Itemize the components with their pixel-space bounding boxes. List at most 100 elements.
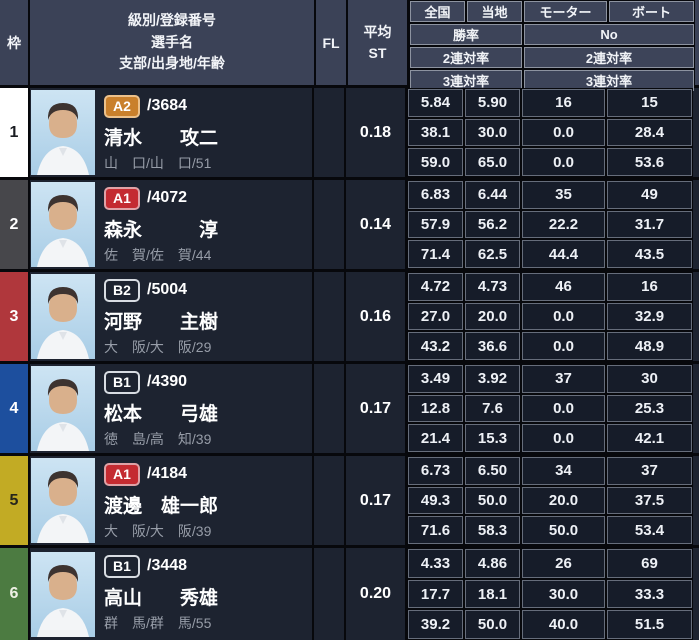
table-header: 枠 級別/登録番号 選手名 支部/出身地/年齢 FL 平均 ST 全国 当地 モ… — [0, 0, 699, 91]
avg-st-value: 0.17 — [346, 456, 407, 545]
motor-trio: 40.0 — [522, 610, 605, 640]
motor-stats: 35 22.2 44.4 — [521, 180, 606, 269]
boat-trio: 53.6 — [607, 148, 692, 177]
motor-stats: 46 0.0 0.0 — [521, 272, 606, 361]
local-stats: 6.44 56.2 62.5 — [464, 180, 521, 269]
table-row: 6 B1 /3448 高山 秀雄 群 馬/群 馬/55 — [0, 548, 699, 640]
local-winrate: 3.92 — [465, 365, 520, 393]
stats-grid: 4.72 27.0 43.2 4.73 20.0 36.6 46 0.0 0.0… — [407, 272, 693, 361]
racer-info: A1 /4184 渡邊 雄一郎 大 阪/大 阪/39 — [96, 456, 314, 545]
local-quinella: 7.6 — [465, 394, 520, 423]
boat-quinella: 32.9 — [607, 302, 692, 331]
local-trio: 62.5 — [465, 240, 520, 269]
boat-stats: 49 31.7 43.5 — [606, 180, 693, 269]
header-boat: ボート — [609, 1, 694, 22]
local-quinella: 30.0 — [465, 118, 520, 147]
local-stats: 6.50 50.0 58.3 — [464, 456, 521, 545]
racer-origin: 山 口/山 口/51 — [104, 154, 212, 171]
racer-photo — [30, 548, 96, 640]
racer-origin: 大 阪/大 阪/29 — [104, 338, 212, 355]
avg-st-value: 0.18 — [346, 88, 407, 177]
national-trio: 71.6 — [408, 516, 463, 545]
local-quinella: 56.2 — [465, 210, 520, 239]
motor-no: 16 — [522, 89, 605, 117]
national-winrate: 6.73 — [408, 457, 463, 485]
class-badge: B1 — [104, 555, 140, 578]
header-quinella-left: 2連対率 — [410, 47, 522, 68]
boat-no: 30 — [607, 365, 692, 393]
national-quinella: 38.1 — [408, 118, 463, 147]
stats-grid: 6.83 57.9 71.4 6.44 56.2 62.5 35 22.2 44… — [407, 180, 693, 269]
national-trio: 43.2 — [408, 332, 463, 361]
racer-photo-placeholder — [31, 366, 95, 451]
national-winrate: 4.72 — [408, 273, 463, 301]
header-avg-st-line1: 平均 — [363, 23, 392, 40]
table-row: 1 A2 /3684 清水 攻二 山 口/山 口/51 — [0, 88, 699, 180]
motor-no: 46 — [522, 273, 605, 301]
motor-quinella: 0.0 — [522, 118, 605, 147]
avg-st-value: 0.20 — [346, 548, 407, 640]
header-stats-grid: 全国 当地 モーター ボート 勝率 No 2連対率 2連対率 3連対率 3連対率 — [409, 0, 695, 91]
motor-no: 35 — [522, 181, 605, 209]
motor-trio: 50.0 — [522, 516, 605, 545]
header-fl: FL — [316, 0, 348, 85]
boat-quinella: 28.4 — [607, 118, 692, 147]
motor-quinella: 20.0 — [522, 486, 605, 515]
header-motor: モーター — [524, 1, 607, 22]
motor-trio: 0.0 — [522, 424, 605, 453]
motor-stats: 16 0.0 0.0 — [521, 88, 606, 177]
boat-no: 37 — [607, 457, 692, 485]
national-trio: 21.4 — [408, 424, 463, 453]
racer-info: B1 /4390 松本 弓雄 徳 島/高 知/39 — [96, 364, 314, 453]
local-stats: 4.73 20.0 36.6 — [464, 272, 521, 361]
racer-name: 河野 主樹 — [104, 311, 219, 333]
local-stats: 4.86 18.1 50.0 — [464, 548, 521, 640]
stats-grid: 6.73 49.3 71.6 6.50 50.0 58.3 34 20.0 50… — [407, 456, 693, 545]
national-trio: 59.0 — [408, 148, 463, 177]
class-badge: A1 — [104, 187, 140, 210]
national-quinella: 27.0 — [408, 302, 463, 331]
national-winrate: 5.84 — [408, 89, 463, 117]
table-row: 5 A1 /4184 渡邊 雄一郎 大 阪/大 阪/39 — [0, 456, 699, 548]
boat-no: 15 — [607, 89, 692, 117]
avg-st-value: 0.16 — [346, 272, 407, 361]
national-winrate: 3.49 — [408, 365, 463, 393]
racer-photo — [30, 272, 96, 361]
local-winrate: 5.90 — [465, 89, 520, 117]
frame-number: 1 — [0, 88, 30, 177]
racer-photo — [30, 456, 96, 545]
racer-info: B1 /3448 高山 秀雄 群 馬/群 馬/55 — [96, 548, 314, 640]
national-stats: 3.49 12.8 21.4 — [407, 364, 464, 453]
boat-no: 16 — [607, 273, 692, 301]
motor-stats: 34 20.0 50.0 — [521, 456, 606, 545]
national-trio: 39.2 — [408, 610, 463, 640]
class-badge: A2 — [104, 95, 140, 118]
registration-number: /3448 — [147, 557, 188, 575]
registration-number: /4390 — [147, 373, 188, 391]
national-trio: 71.4 — [408, 240, 463, 269]
header-avg-st-line2: ST — [368, 44, 387, 61]
boat-quinella: 25.3 — [607, 394, 692, 423]
racer-photo-placeholder — [31, 90, 95, 175]
local-quinella: 50.0 — [465, 486, 520, 515]
frame-number: 3 — [0, 272, 30, 361]
racer-photo-placeholder — [31, 551, 95, 637]
header-racer: 級別/登録番号 選手名 支部/出身地/年齢 — [30, 0, 316, 85]
header-winrate: 勝率 — [410, 24, 522, 45]
fl-value — [314, 180, 346, 269]
class-badge: B1 — [104, 371, 140, 394]
motor-quinella: 0.0 — [522, 302, 605, 331]
header-quinella-right: 2連対率 — [524, 47, 694, 68]
table-row: 2 A1 /4072 森永 淳 佐 賀/佐 賀/44 — [0, 180, 699, 272]
national-stats: 6.83 57.9 71.4 — [407, 180, 464, 269]
local-winrate: 6.44 — [465, 181, 520, 209]
registration-number: /4184 — [147, 465, 188, 483]
boat-quinella: 37.5 — [607, 486, 692, 515]
avg-st-value: 0.17 — [346, 364, 407, 453]
registration-number: /4072 — [147, 189, 188, 207]
boat-trio: 43.5 — [607, 240, 692, 269]
boat-trio: 48.9 — [607, 332, 692, 361]
motor-trio: 0.0 — [522, 332, 605, 361]
frame-number: 5 — [0, 456, 30, 545]
